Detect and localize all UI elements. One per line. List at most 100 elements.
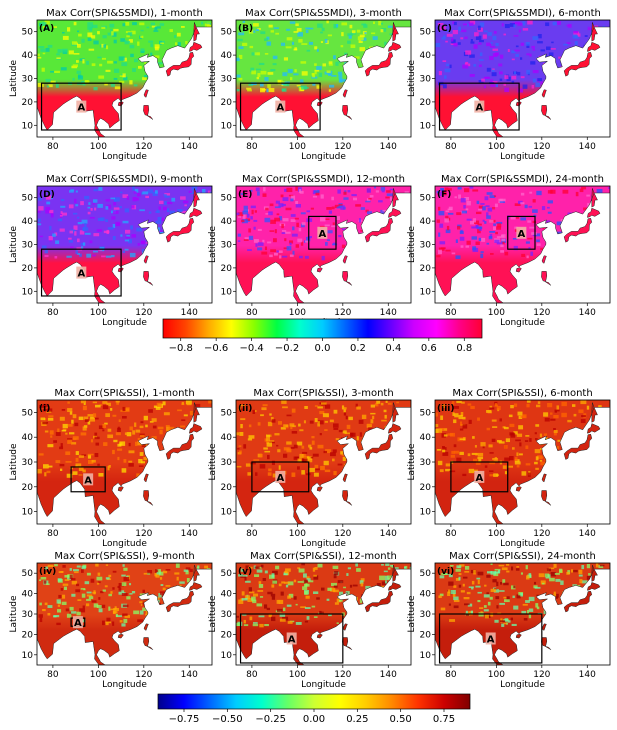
colorbar-tick-label: −0.2 (275, 343, 299, 354)
map-panel: A (vi) Max Corr(SPI&SSI), 24-month 80 100 120… (407, 551, 611, 690)
x-tick-label: 80 (47, 529, 59, 539)
y-tick-label: 30 (420, 241, 432, 251)
island (143, 637, 154, 650)
land-fill (435, 186, 610, 303)
y-axis-label: Latitude (9, 226, 19, 264)
island (387, 423, 402, 434)
island (342, 490, 353, 506)
island (117, 633, 124, 639)
x-tick-label: 120 (533, 308, 550, 318)
y-tick-label: 50 (221, 569, 233, 579)
colorbar-tick-label: −0.4 (239, 343, 263, 354)
region-label-bg (83, 473, 94, 486)
island (165, 433, 195, 460)
island (316, 486, 323, 492)
y-tick-label: 20 (221, 98, 233, 108)
island (364, 590, 394, 613)
island (342, 473, 348, 483)
panel-title: Max Corr(SPI&SSMDI), 1-month (46, 8, 203, 19)
island (188, 207, 203, 218)
y-tick-label: 40 (221, 51, 233, 61)
region-label-bg (286, 632, 297, 645)
panel-title: Max Corr(SPI&SSMDI), 3-month (245, 8, 402, 19)
island (591, 402, 598, 423)
y-tick-label: 30 (420, 458, 432, 468)
x-tick-label: 140 (181, 670, 198, 680)
region-box (70, 466, 106, 493)
region-box (40, 248, 122, 297)
region-label: A (475, 473, 483, 484)
coastline (37, 186, 212, 303)
island (316, 633, 323, 639)
panel-tag: (ii) (238, 404, 252, 414)
coastline (236, 186, 411, 303)
colorbar-tick-label: 0.25 (346, 714, 368, 725)
x-tick-label: 140 (579, 670, 596, 680)
island (364, 433, 394, 460)
panel-tag: (A) (39, 24, 54, 34)
y-tick-label: 30 (221, 458, 233, 468)
island (364, 218, 394, 243)
island (387, 41, 402, 52)
y-tick-label: 50 (22, 569, 34, 579)
y-tick-label: 10 (22, 121, 34, 131)
x-axis-label: Longitude (500, 539, 545, 549)
panel-tag: (i) (39, 404, 50, 414)
x-tick-label: 80 (47, 308, 59, 318)
island (586, 41, 601, 52)
land-texture (37, 400, 212, 478)
island (165, 218, 195, 243)
colorbar-tick-label: 0.8 (456, 343, 472, 354)
island (188, 423, 203, 434)
x-tick-label: 80 (246, 308, 258, 318)
region-label: A (276, 103, 284, 114)
region-label: A (475, 103, 483, 114)
region-label: A (77, 269, 85, 280)
x-tick-label: 120 (135, 529, 152, 539)
island (541, 105, 552, 120)
x-tick-label: 80 (47, 142, 59, 152)
colorbar-tick-label: −0.75 (169, 714, 200, 725)
colorbar-gradient (162, 318, 483, 339)
map-area: A (236, 20, 411, 137)
y-tick-label: 20 (420, 98, 432, 108)
y-axis-label: Latitude (407, 595, 417, 633)
x-axis-label: Longitude (102, 539, 147, 549)
island (193, 188, 200, 208)
island (342, 255, 348, 264)
island (515, 633, 522, 639)
map-area: A (37, 20, 212, 137)
island (143, 271, 154, 286)
y-tick-label: 30 (420, 610, 432, 620)
x-tick-label: 120 (533, 529, 550, 539)
y-tick-label: 50 (420, 194, 432, 204)
x-tick-label: 100 (90, 308, 107, 318)
map-panel: A (v) Max Corr(SPI&SSI), 12-month 80 100 120 1… (208, 551, 412, 690)
panel-title: Max Corr(SPI&SSI), 12-month (250, 551, 397, 562)
x-tick-label: 100 (90, 529, 107, 539)
region-label: A (517, 229, 525, 240)
x-tick-label: 120 (135, 308, 152, 318)
island (515, 267, 522, 273)
panel-title: Max Corr(SPI&SSI), 1-month (54, 388, 194, 399)
y-tick-label: 40 (22, 51, 34, 61)
x-axis-label: Longitude (500, 680, 545, 690)
x-tick-label: 140 (181, 142, 198, 152)
island (387, 207, 402, 218)
map-panel: A (E) Max Corr(SPI&SSMDI), 12-month 80 100 12… (208, 174, 412, 328)
region-label-bg (76, 100, 87, 113)
y-axis-label: Latitude (407, 60, 417, 98)
colorbar-tick-label: 0.2 (350, 343, 366, 354)
island (392, 564, 399, 582)
y-tick-label: 40 (420, 590, 432, 600)
region-box (239, 613, 344, 664)
y-tick-label: 20 (221, 630, 233, 640)
panel-title: Max Corr(SPI&SSI), 3-month (253, 388, 393, 399)
island (316, 267, 323, 273)
island (387, 582, 402, 591)
region-label-bg (474, 470, 485, 483)
coastline (37, 563, 212, 665)
y-tick-label: 20 (22, 483, 34, 493)
y-tick-label: 40 (22, 433, 34, 443)
island (541, 89, 547, 98)
